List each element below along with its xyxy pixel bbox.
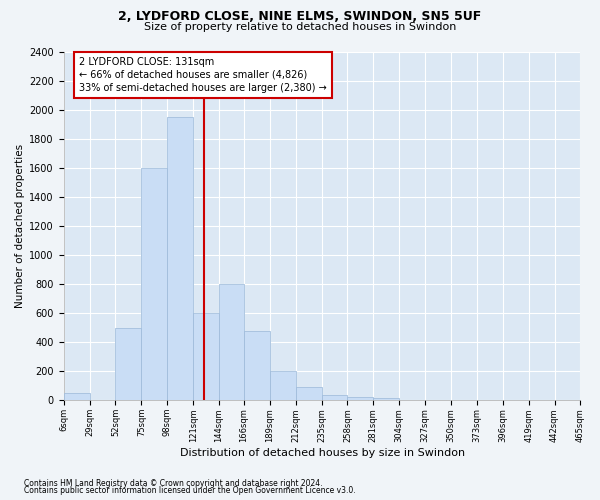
Text: 2, LYDFORD CLOSE, NINE ELMS, SWINDON, SN5 5UF: 2, LYDFORD CLOSE, NINE ELMS, SWINDON, SN… bbox=[118, 10, 482, 23]
Y-axis label: Number of detached properties: Number of detached properties bbox=[15, 144, 25, 308]
Bar bbox=[115, 328, 142, 400]
Bar bbox=[347, 396, 373, 400]
Text: Contains public sector information licensed under the Open Government Licence v3: Contains public sector information licen… bbox=[24, 486, 356, 495]
Bar bbox=[142, 168, 167, 400]
Text: 2 LYDFORD CLOSE: 131sqm
← 66% of detached houses are smaller (4,826)
33% of semi: 2 LYDFORD CLOSE: 131sqm ← 66% of detache… bbox=[79, 56, 327, 93]
Bar bbox=[322, 395, 347, 400]
Bar bbox=[270, 371, 296, 400]
Bar bbox=[193, 313, 219, 400]
Text: Contains HM Land Registry data © Crown copyright and database right 2024.: Contains HM Land Registry data © Crown c… bbox=[24, 478, 323, 488]
Text: Size of property relative to detached houses in Swindon: Size of property relative to detached ho… bbox=[144, 22, 456, 32]
Bar bbox=[64, 393, 89, 400]
Bar bbox=[244, 330, 270, 400]
X-axis label: Distribution of detached houses by size in Swindon: Distribution of detached houses by size … bbox=[179, 448, 464, 458]
Bar bbox=[167, 117, 193, 401]
Bar bbox=[373, 398, 399, 400]
Bar bbox=[296, 387, 322, 400]
Bar bbox=[219, 284, 244, 401]
